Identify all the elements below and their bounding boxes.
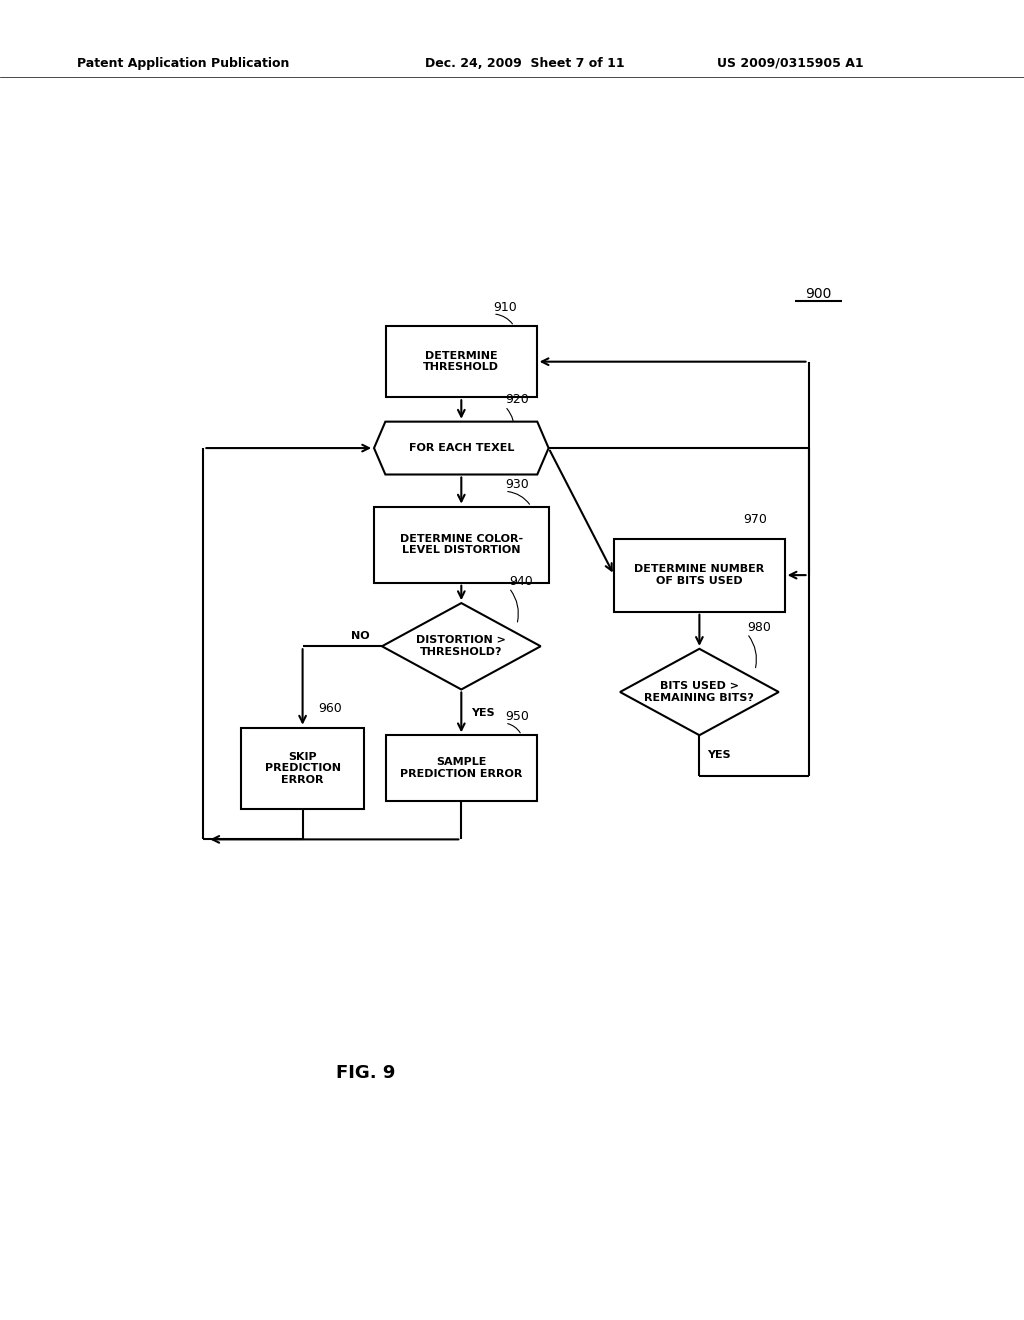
Text: 980: 980 [748,620,771,634]
Text: Dec. 24, 2009  Sheet 7 of 11: Dec. 24, 2009 Sheet 7 of 11 [425,57,625,70]
Polygon shape [374,421,549,474]
Text: 960: 960 [318,702,342,715]
Text: BITS USED >
REMAINING BITS?: BITS USED > REMAINING BITS? [644,681,755,702]
Text: YES: YES [471,708,495,718]
Text: FIG. 9: FIG. 9 [337,1064,395,1082]
Text: 910: 910 [494,301,517,314]
Text: DETERMINE COLOR-
LEVEL DISTORTION: DETERMINE COLOR- LEVEL DISTORTION [399,533,523,556]
Text: SAMPLE
PREDICTION ERROR: SAMPLE PREDICTION ERROR [400,758,522,779]
Text: YES: YES [708,751,731,760]
Text: Patent Application Publication: Patent Application Publication [77,57,289,70]
Text: US 2009/0315905 A1: US 2009/0315905 A1 [717,57,863,70]
Text: 970: 970 [743,513,767,527]
Bar [374,507,549,582]
Polygon shape [382,603,541,689]
Text: DISTORTION >
THRESHOLD?: DISTORTION > THRESHOLD? [417,635,506,657]
Text: 930: 930 [505,478,528,491]
Text: DETERMINE
THRESHOLD: DETERMINE THRESHOLD [423,351,500,372]
Text: 900: 900 [805,286,831,301]
Text: NO: NO [351,631,370,642]
Polygon shape [620,649,778,735]
Bar [386,735,537,801]
Text: 940: 940 [509,574,532,587]
Text: DETERMINE NUMBER
OF BITS USED: DETERMINE NUMBER OF BITS USED [634,565,765,586]
Bar [614,539,784,611]
Text: FOR EACH TEXEL: FOR EACH TEXEL [409,444,514,453]
Text: SKIP
PREDICTION
ERROR: SKIP PREDICTION ERROR [264,751,341,785]
Text: 920: 920 [505,393,528,407]
Text: 950: 950 [505,710,528,723]
Bar [241,727,365,809]
Bar [386,326,537,397]
